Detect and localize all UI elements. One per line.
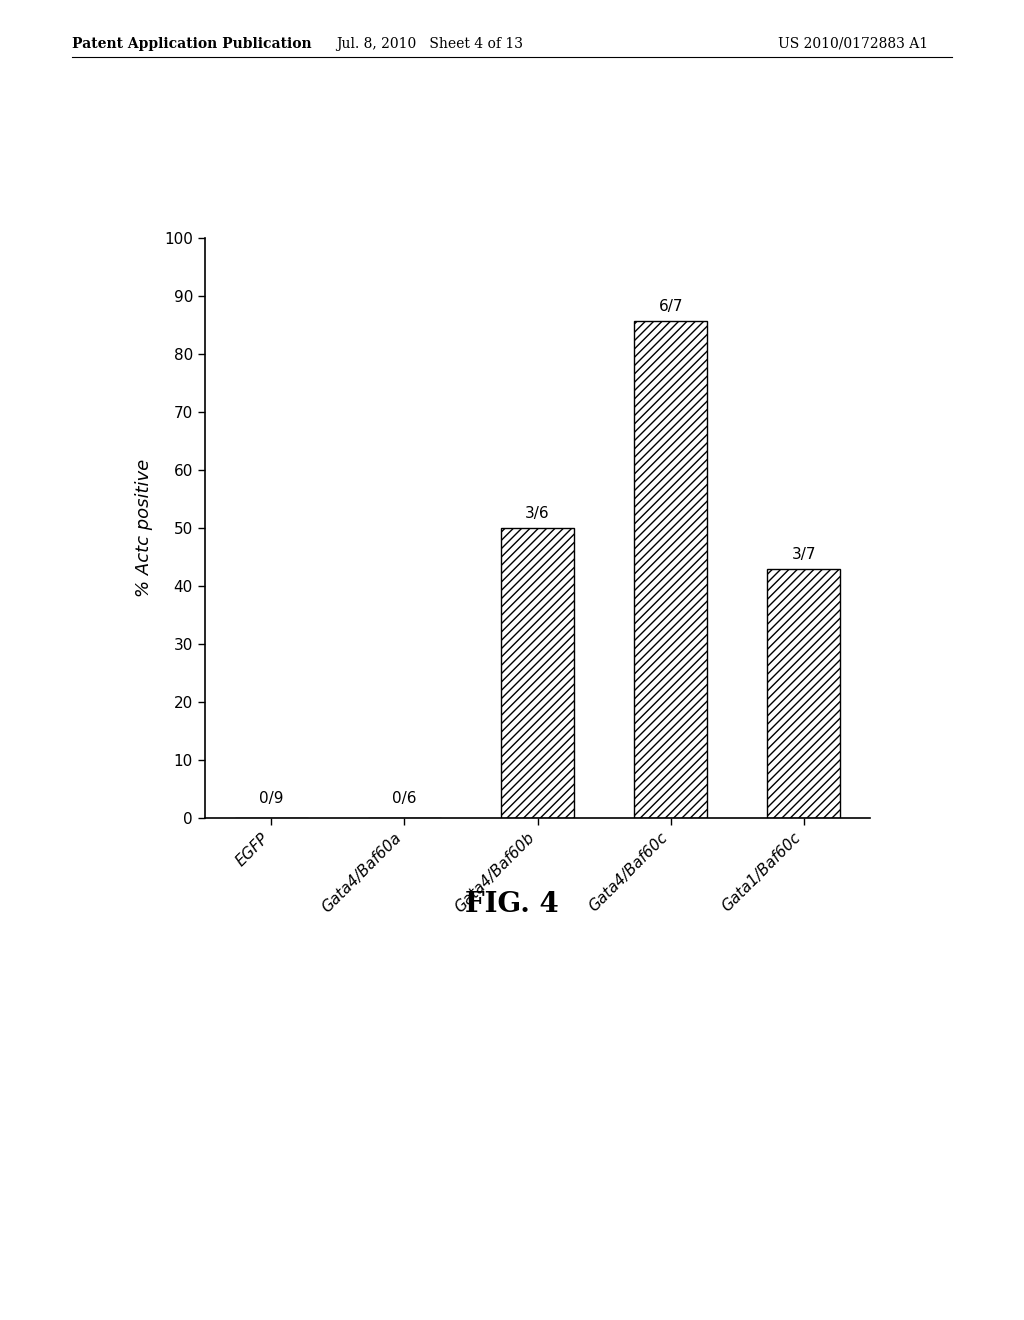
Text: US 2010/0172883 A1: US 2010/0172883 A1: [778, 37, 929, 51]
Bar: [767, 569, 841, 818]
Text: 6/7: 6/7: [658, 298, 683, 314]
Bar: [634, 321, 708, 818]
Text: FIG. 4: FIG. 4: [465, 891, 559, 917]
Text: 3/7: 3/7: [792, 548, 816, 562]
Text: 0/9: 0/9: [259, 791, 284, 805]
Bar: [501, 528, 574, 818]
Text: 3/6: 3/6: [525, 506, 550, 521]
Text: Jul. 8, 2010   Sheet 4 of 13: Jul. 8, 2010 Sheet 4 of 13: [337, 37, 523, 51]
Text: Patent Application Publication: Patent Application Publication: [72, 37, 311, 51]
Y-axis label: % Actc positive: % Actc positive: [135, 459, 153, 597]
Text: 0/6: 0/6: [392, 791, 417, 805]
